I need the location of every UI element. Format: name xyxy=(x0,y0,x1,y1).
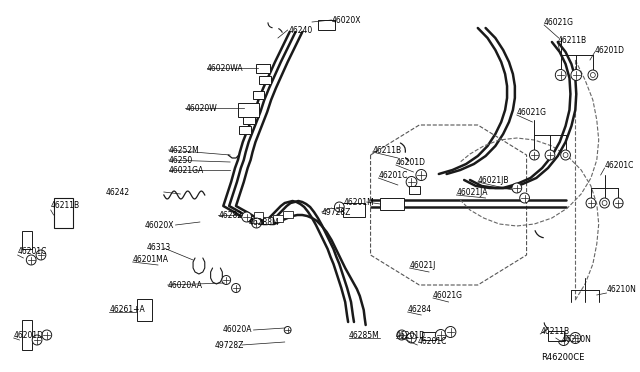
Text: 46242: 46242 xyxy=(106,187,129,196)
Text: 46021G: 46021G xyxy=(544,17,574,26)
Circle shape xyxy=(600,198,609,208)
Text: 46021G: 46021G xyxy=(517,108,547,116)
Circle shape xyxy=(556,70,566,80)
Text: 49728Z: 49728Z xyxy=(214,340,244,350)
Bar xyxy=(263,217,273,224)
Text: 46288M: 46288M xyxy=(249,218,279,227)
Text: 46201C: 46201C xyxy=(417,337,447,346)
Bar xyxy=(257,64,270,73)
Text: 46020X: 46020X xyxy=(332,16,361,25)
Text: R46200CE: R46200CE xyxy=(541,353,584,362)
Circle shape xyxy=(520,193,529,203)
Bar xyxy=(246,104,259,112)
Text: 46201C: 46201C xyxy=(17,247,47,257)
Text: 46285M: 46285M xyxy=(349,330,380,340)
Text: 46020AA: 46020AA xyxy=(168,280,203,289)
Text: 46201D: 46201D xyxy=(13,330,44,340)
Circle shape xyxy=(445,327,456,337)
Circle shape xyxy=(222,276,230,285)
Text: 46211B: 46211B xyxy=(51,201,80,209)
Text: 46201C: 46201C xyxy=(605,160,634,170)
Circle shape xyxy=(591,73,595,77)
Circle shape xyxy=(406,333,417,343)
Bar xyxy=(380,198,404,210)
Text: 46020A: 46020A xyxy=(222,326,252,334)
Circle shape xyxy=(570,333,580,343)
Circle shape xyxy=(586,198,596,208)
Text: 46211B: 46211B xyxy=(372,145,402,154)
Text: 46201M: 46201M xyxy=(343,198,374,206)
Circle shape xyxy=(602,201,607,205)
Circle shape xyxy=(561,150,570,160)
Circle shape xyxy=(571,70,582,80)
Text: 46313: 46313 xyxy=(147,244,170,253)
Bar xyxy=(548,331,564,341)
Circle shape xyxy=(335,202,344,212)
Bar xyxy=(318,20,335,30)
Text: 46261+A: 46261+A xyxy=(109,305,145,314)
Circle shape xyxy=(242,212,252,222)
Circle shape xyxy=(588,70,598,80)
Text: 46201C: 46201C xyxy=(378,170,408,180)
Text: 46020W: 46020W xyxy=(185,103,217,112)
Text: 46020WA: 46020WA xyxy=(207,64,243,73)
Text: 46201D: 46201D xyxy=(396,330,426,340)
Circle shape xyxy=(558,334,569,346)
Text: 46021GA: 46021GA xyxy=(169,166,204,174)
Bar xyxy=(54,198,73,228)
Circle shape xyxy=(36,250,46,260)
Circle shape xyxy=(512,183,522,193)
Circle shape xyxy=(397,330,406,340)
Text: 46282: 46282 xyxy=(218,211,243,219)
Text: 49728Z: 49728Z xyxy=(322,208,351,217)
Bar xyxy=(408,186,420,194)
Bar xyxy=(273,215,283,221)
Circle shape xyxy=(406,176,417,187)
Circle shape xyxy=(545,150,555,160)
Text: 46284: 46284 xyxy=(408,305,432,314)
Text: 46210N: 46210N xyxy=(607,285,636,295)
Bar xyxy=(22,231,32,249)
Circle shape xyxy=(232,283,241,292)
Text: 46021G: 46021G xyxy=(433,291,463,299)
Text: 46240: 46240 xyxy=(289,26,313,35)
Circle shape xyxy=(613,198,623,208)
Bar xyxy=(283,211,292,218)
Circle shape xyxy=(284,327,291,334)
Bar xyxy=(243,116,255,124)
Bar xyxy=(253,212,263,218)
Text: 46201D: 46201D xyxy=(595,45,625,55)
Bar xyxy=(22,320,32,350)
Text: 46250: 46250 xyxy=(169,155,193,164)
Text: 46021J: 46021J xyxy=(410,260,436,269)
Text: 46211B: 46211B xyxy=(540,327,570,337)
Text: 46021JA: 46021JA xyxy=(456,187,488,196)
Bar xyxy=(239,126,251,134)
Text: 46020X: 46020X xyxy=(144,221,174,230)
Circle shape xyxy=(416,170,427,180)
Circle shape xyxy=(252,218,261,228)
Circle shape xyxy=(26,255,36,265)
Text: 46210N: 46210N xyxy=(562,336,591,344)
Bar xyxy=(253,91,264,99)
Text: 46021JB: 46021JB xyxy=(478,176,509,185)
Text: 46252M: 46252M xyxy=(169,145,200,154)
Text: 46201MA: 46201MA xyxy=(132,256,168,264)
Circle shape xyxy=(42,330,52,340)
Bar xyxy=(238,103,259,117)
Circle shape xyxy=(32,335,42,345)
Text: 46201D: 46201D xyxy=(396,157,426,167)
Circle shape xyxy=(435,330,446,340)
Circle shape xyxy=(529,150,540,160)
Bar xyxy=(259,76,271,84)
Bar xyxy=(136,299,152,321)
Text: 46211B: 46211B xyxy=(558,35,587,45)
Circle shape xyxy=(563,153,568,157)
Bar xyxy=(343,203,365,217)
Bar xyxy=(422,332,436,340)
